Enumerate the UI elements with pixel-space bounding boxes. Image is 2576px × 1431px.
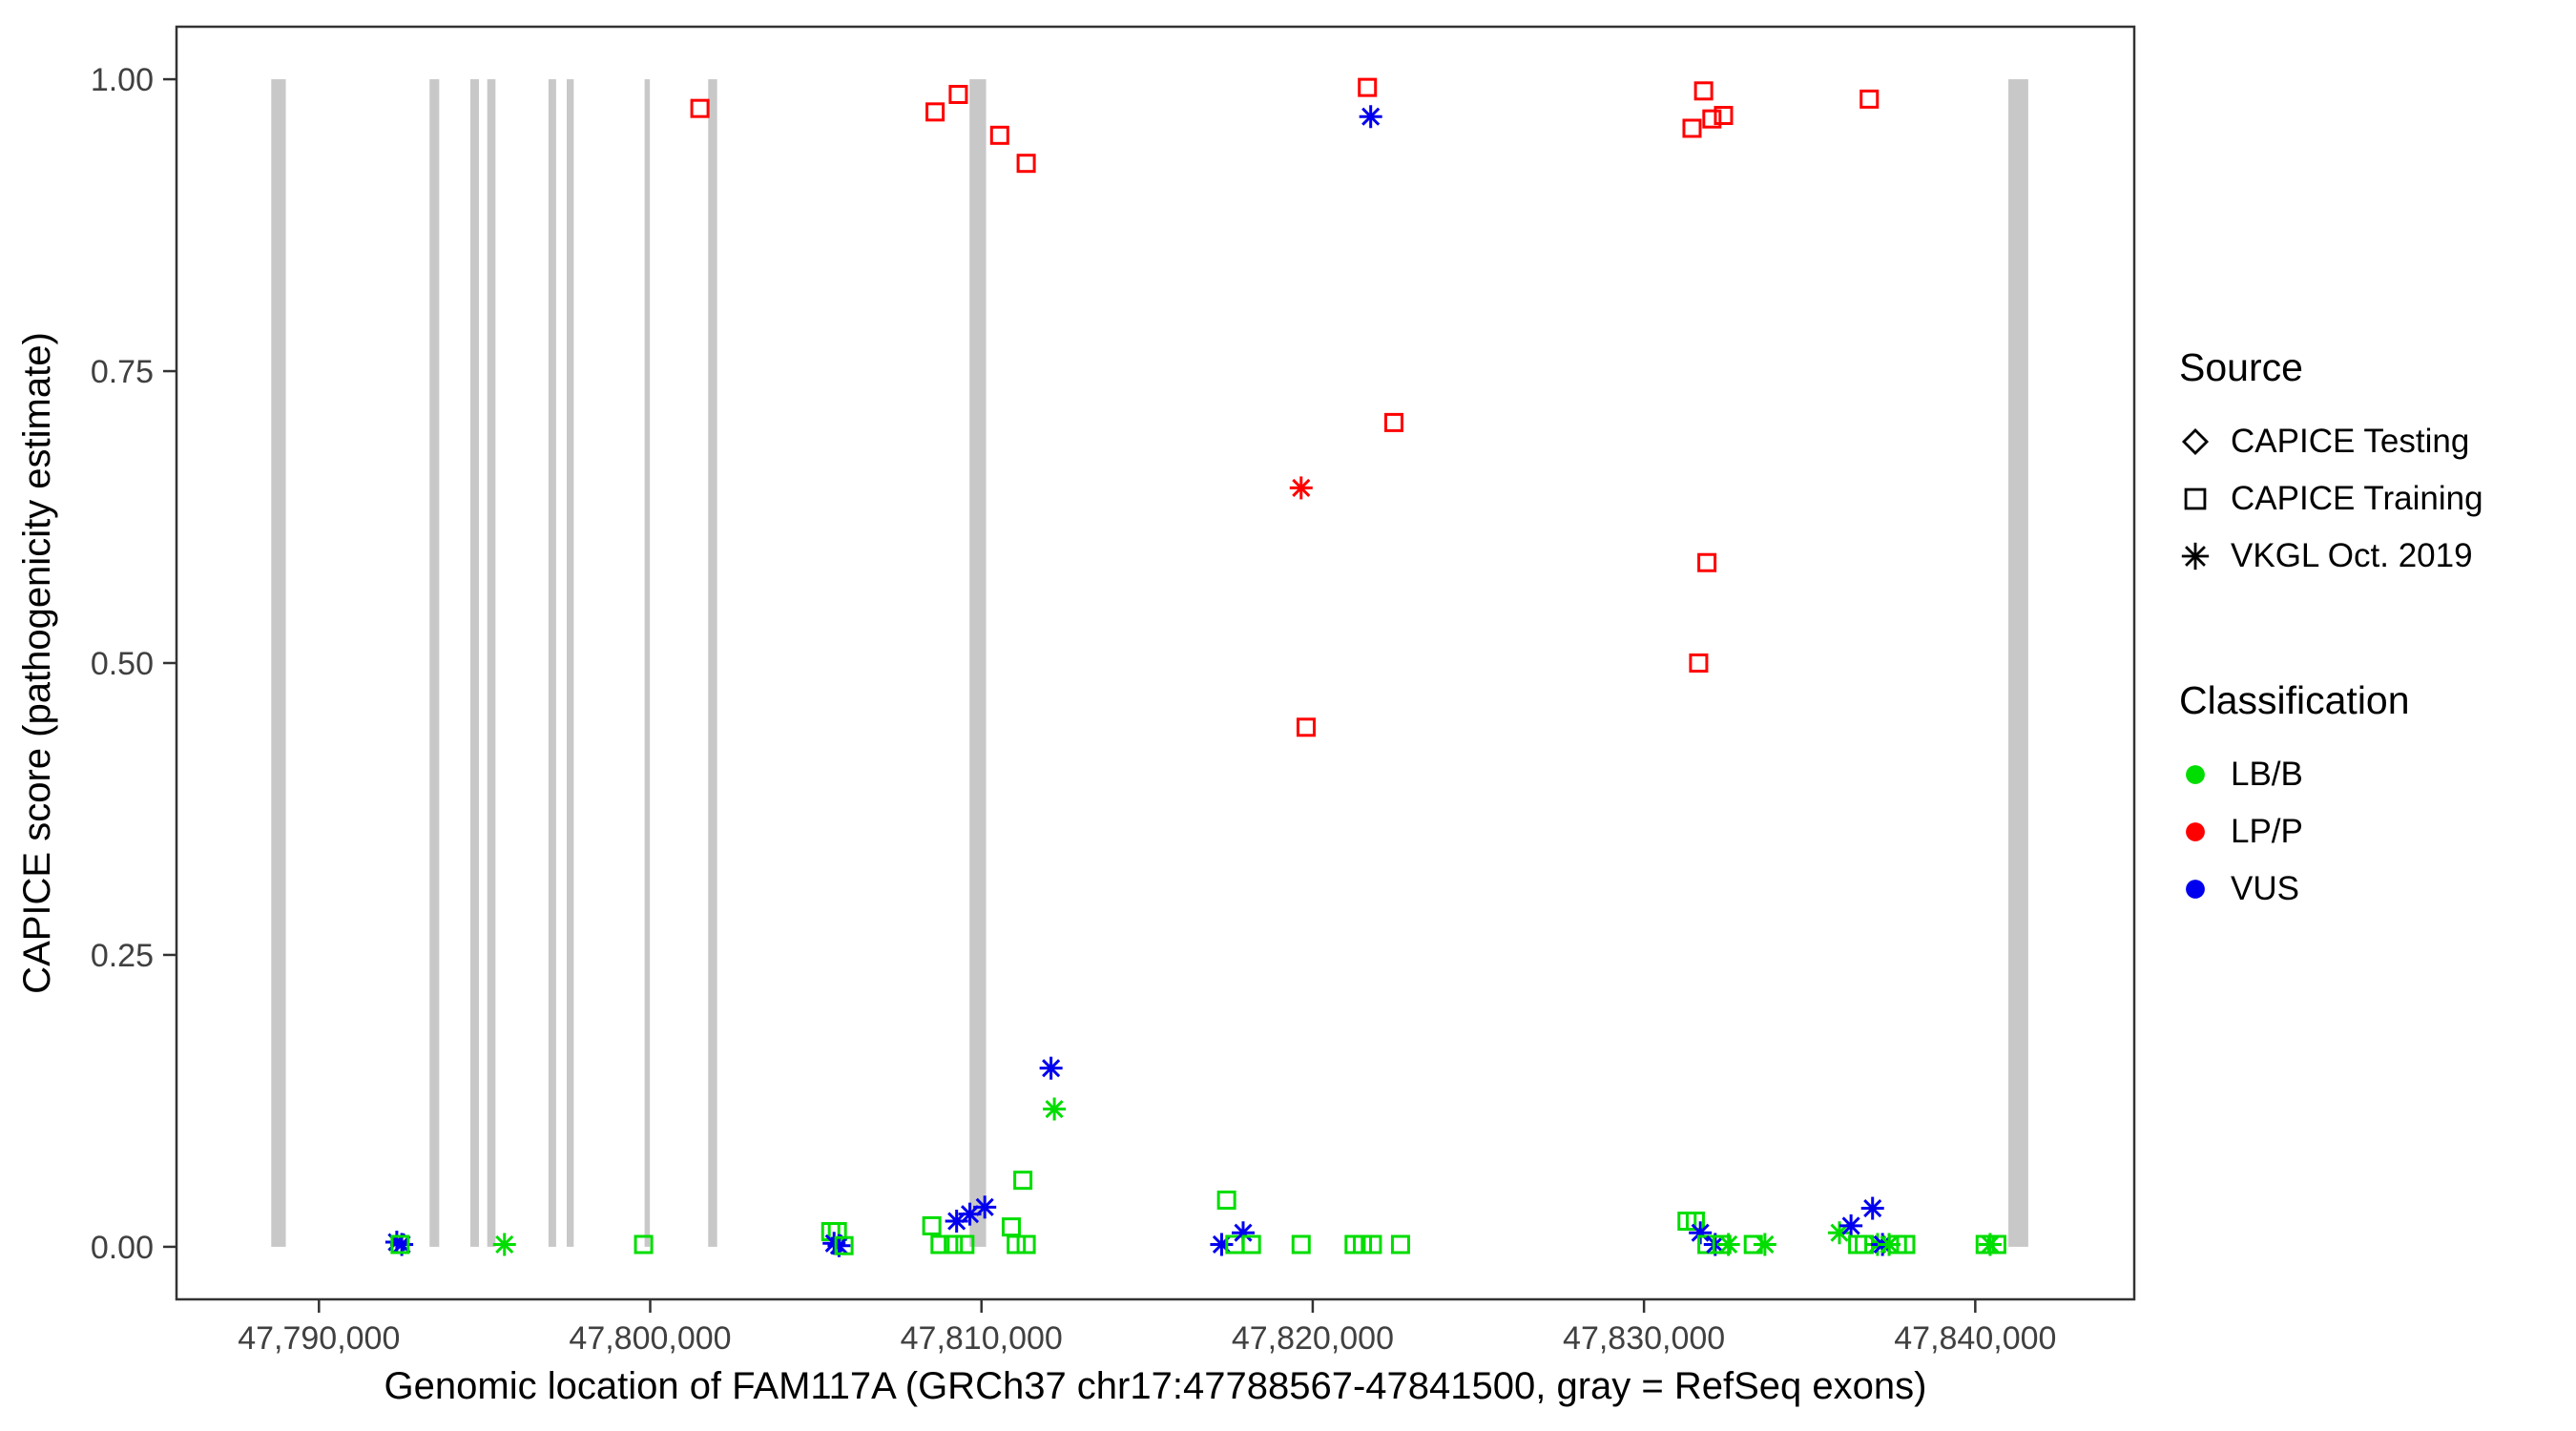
legend-source-title: Source <box>2179 345 2303 389</box>
exon-bar <box>2008 79 2028 1247</box>
panel-border <box>175 25 2136 1301</box>
data-point-square <box>690 98 710 118</box>
data-point-asterisk <box>1839 1213 1863 1237</box>
data-point-asterisk <box>1043 1097 1067 1121</box>
data-point-square <box>1848 1234 1868 1255</box>
y-axis-label: CAPICE score (pathogenicity estimate) <box>16 332 58 994</box>
data-point-square <box>1390 1234 1410 1255</box>
legend-label-lbb: LB/B <box>2231 756 2303 793</box>
x-tick-label: 47,810,000 <box>901 1320 1063 1357</box>
data-point-square <box>922 1215 942 1235</box>
data-point-square <box>1682 118 1702 138</box>
x-tick-label: 47,830,000 <box>1563 1320 1725 1357</box>
legend-item-capice-testing: CAPICE Testing <box>2179 413 2483 470</box>
lpp-dot-icon <box>2179 816 2212 848</box>
exon-bar <box>429 79 440 1247</box>
exon-bar <box>567 79 574 1247</box>
legend-item-lbb: LB/B <box>2179 746 2483 803</box>
y-tick-label: 1.00 <box>91 62 154 98</box>
data-point-square <box>1693 81 1714 101</box>
data-point-asterisk <box>1860 1196 1884 1220</box>
data-point-square <box>1383 412 1403 432</box>
data-point-asterisk <box>1716 1233 1740 1256</box>
data-point-square <box>834 1235 854 1255</box>
exon-bar <box>969 79 987 1247</box>
legend-label-capice-training: CAPICE Training <box>2231 480 2483 517</box>
legend-label-lpp: LP/P <box>2231 813 2303 850</box>
legend-classification-title: Classification <box>2179 678 2410 722</box>
data-point-square <box>1362 1234 1382 1255</box>
x-tick-label: 47,800,000 <box>569 1320 731 1357</box>
vus-dot-icon <box>2179 873 2212 905</box>
x-tick-label: 47,790,000 <box>238 1320 400 1357</box>
exon-bar <box>644 79 651 1247</box>
diamond-icon <box>2179 425 2212 458</box>
data-point-square <box>1001 1217 1021 1237</box>
data-point-square <box>1697 552 1717 572</box>
y-tick-label: 0.00 <box>91 1230 154 1266</box>
data-point-square <box>989 125 1009 145</box>
exon-bar <box>271 79 286 1247</box>
data-point-asterisk <box>1359 105 1382 129</box>
data-point-asterisk <box>1753 1233 1776 1256</box>
legend-label-vus: VUS <box>2231 870 2299 907</box>
legend-item-vkgl: VKGL Oct. 2019 <box>2179 528 2483 585</box>
y-tick-label: 0.75 <box>91 354 154 390</box>
data-point-square <box>1013 1171 1033 1191</box>
legend-group-source: Source CAPICE Testing CAPICE Training <box>2179 345 2483 585</box>
legend-item-vus: VUS <box>2179 861 2483 918</box>
data-point-square <box>1016 154 1036 174</box>
data-point-asterisk <box>1689 1221 1713 1245</box>
data-point-asterisk <box>1827 1221 1851 1245</box>
y-tick-label: 0.25 <box>91 938 154 974</box>
data-point-square <box>1986 1234 2006 1255</box>
legend-label-vkgl: VKGL Oct. 2019 <box>2231 537 2473 574</box>
legend-group-classification: Classification LB/B LP/P VUS <box>2179 678 2483 918</box>
exon-bar <box>708 79 717 1247</box>
data-point-square <box>944 1234 964 1255</box>
y-tick-label: 0.50 <box>91 646 154 682</box>
data-point-square <box>1859 89 1880 109</box>
asterisk-icon <box>2179 540 2212 572</box>
data-point-square <box>1702 109 1722 129</box>
legend: Source CAPICE Testing CAPICE Training <box>2179 345 2483 1011</box>
data-point-square <box>1016 1234 1036 1255</box>
data-point-square <box>1353 1234 1373 1255</box>
data-point-square <box>1241 1234 1261 1255</box>
exon-bar <box>469 79 480 1247</box>
data-point-square <box>1358 77 1378 97</box>
legend-item-capice-training: CAPICE Training <box>2179 470 2483 528</box>
data-point-asterisk <box>973 1195 997 1219</box>
data-point-square <box>955 1234 975 1255</box>
data-point-asterisk <box>1039 1056 1063 1080</box>
data-point-square <box>948 84 968 104</box>
exon-bar <box>548 79 556 1247</box>
legend-label-capice-testing: CAPICE Testing <box>2231 423 2470 460</box>
square-icon <box>2179 483 2212 515</box>
data-point-square <box>930 1234 950 1255</box>
x-tick-label: 47,840,000 <box>1894 1320 2056 1357</box>
data-point-square <box>1896 1234 1916 1255</box>
data-point-square <box>1216 1190 1236 1210</box>
data-point-square <box>390 1234 410 1255</box>
data-point-square <box>1007 1234 1027 1255</box>
data-point-square <box>1714 106 1734 126</box>
data-point-square <box>925 102 945 122</box>
legend-item-lpp: LP/P <box>2179 803 2483 861</box>
data-point-asterisk <box>492 1233 516 1256</box>
data-point-asterisk <box>1289 476 1313 500</box>
x-tick-label: 47,820,000 <box>1232 1320 1394 1357</box>
data-point-square <box>634 1234 654 1255</box>
data-point-square <box>1296 717 1316 737</box>
exon-bar <box>487 79 496 1247</box>
x-axis-label: Genomic location of FAM117A (GRCh37 chr1… <box>384 1365 1927 1407</box>
lbb-dot-icon <box>2179 758 2212 791</box>
data-point-square <box>1291 1234 1311 1255</box>
data-point-square <box>1689 653 1709 673</box>
